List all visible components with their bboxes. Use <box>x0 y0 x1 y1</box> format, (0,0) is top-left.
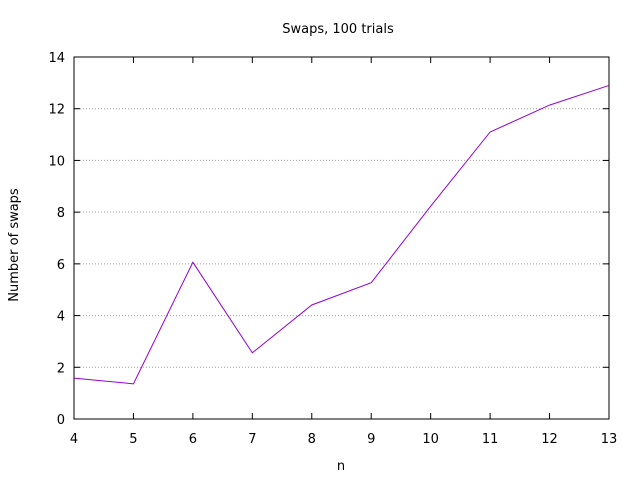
data-point <box>73 378 74 379</box>
y-tick-label: 14 <box>48 51 65 66</box>
y-tick-label: 2 <box>57 361 65 376</box>
data-point <box>133 383 134 384</box>
x-tick-label: 13 <box>601 432 618 447</box>
plot-frame <box>73 56 610 420</box>
data-point <box>192 262 193 263</box>
data-point <box>371 282 372 283</box>
y-tick-label: 8 <box>57 206 65 221</box>
x-tick-label: 9 <box>367 432 375 447</box>
y-tick-label: 0 <box>57 413 65 428</box>
series-line-0 <box>73 84 610 385</box>
data-point <box>608 85 609 86</box>
data-point <box>252 352 253 353</box>
x-tick-label: 12 <box>541 432 558 447</box>
x-tick-label: 4 <box>70 432 78 447</box>
data-point <box>311 304 312 305</box>
y-tick-label: 4 <box>57 310 65 325</box>
tick-labels: 0 2 4 6 8 10 12 14 4 5 6 7 8 9 10 11 12 13 <box>48 51 617 447</box>
series-layer <box>73 84 610 385</box>
grid-lines <box>74 108 609 368</box>
x-tick-label: 7 <box>248 432 256 447</box>
chart-title: Swaps, 100 trials <box>282 22 394 37</box>
x-tick-label: 5 <box>129 432 137 447</box>
data-point <box>490 131 491 132</box>
x-tick-label: 11 <box>482 432 499 447</box>
data-point <box>549 104 550 105</box>
y-tick-label: 6 <box>57 258 65 273</box>
axis-ticks <box>73 56 610 420</box>
x-axis-label: n <box>337 459 345 474</box>
y-tick-label: 12 <box>48 103 65 118</box>
x-tick-label: 6 <box>189 432 197 447</box>
x-tick-label: 10 <box>422 432 439 447</box>
x-tick-label: 8 <box>308 432 316 447</box>
y-tick-label: 10 <box>48 154 65 169</box>
data-point <box>430 206 431 207</box>
y-axis-label: Number of swaps <box>7 188 22 302</box>
